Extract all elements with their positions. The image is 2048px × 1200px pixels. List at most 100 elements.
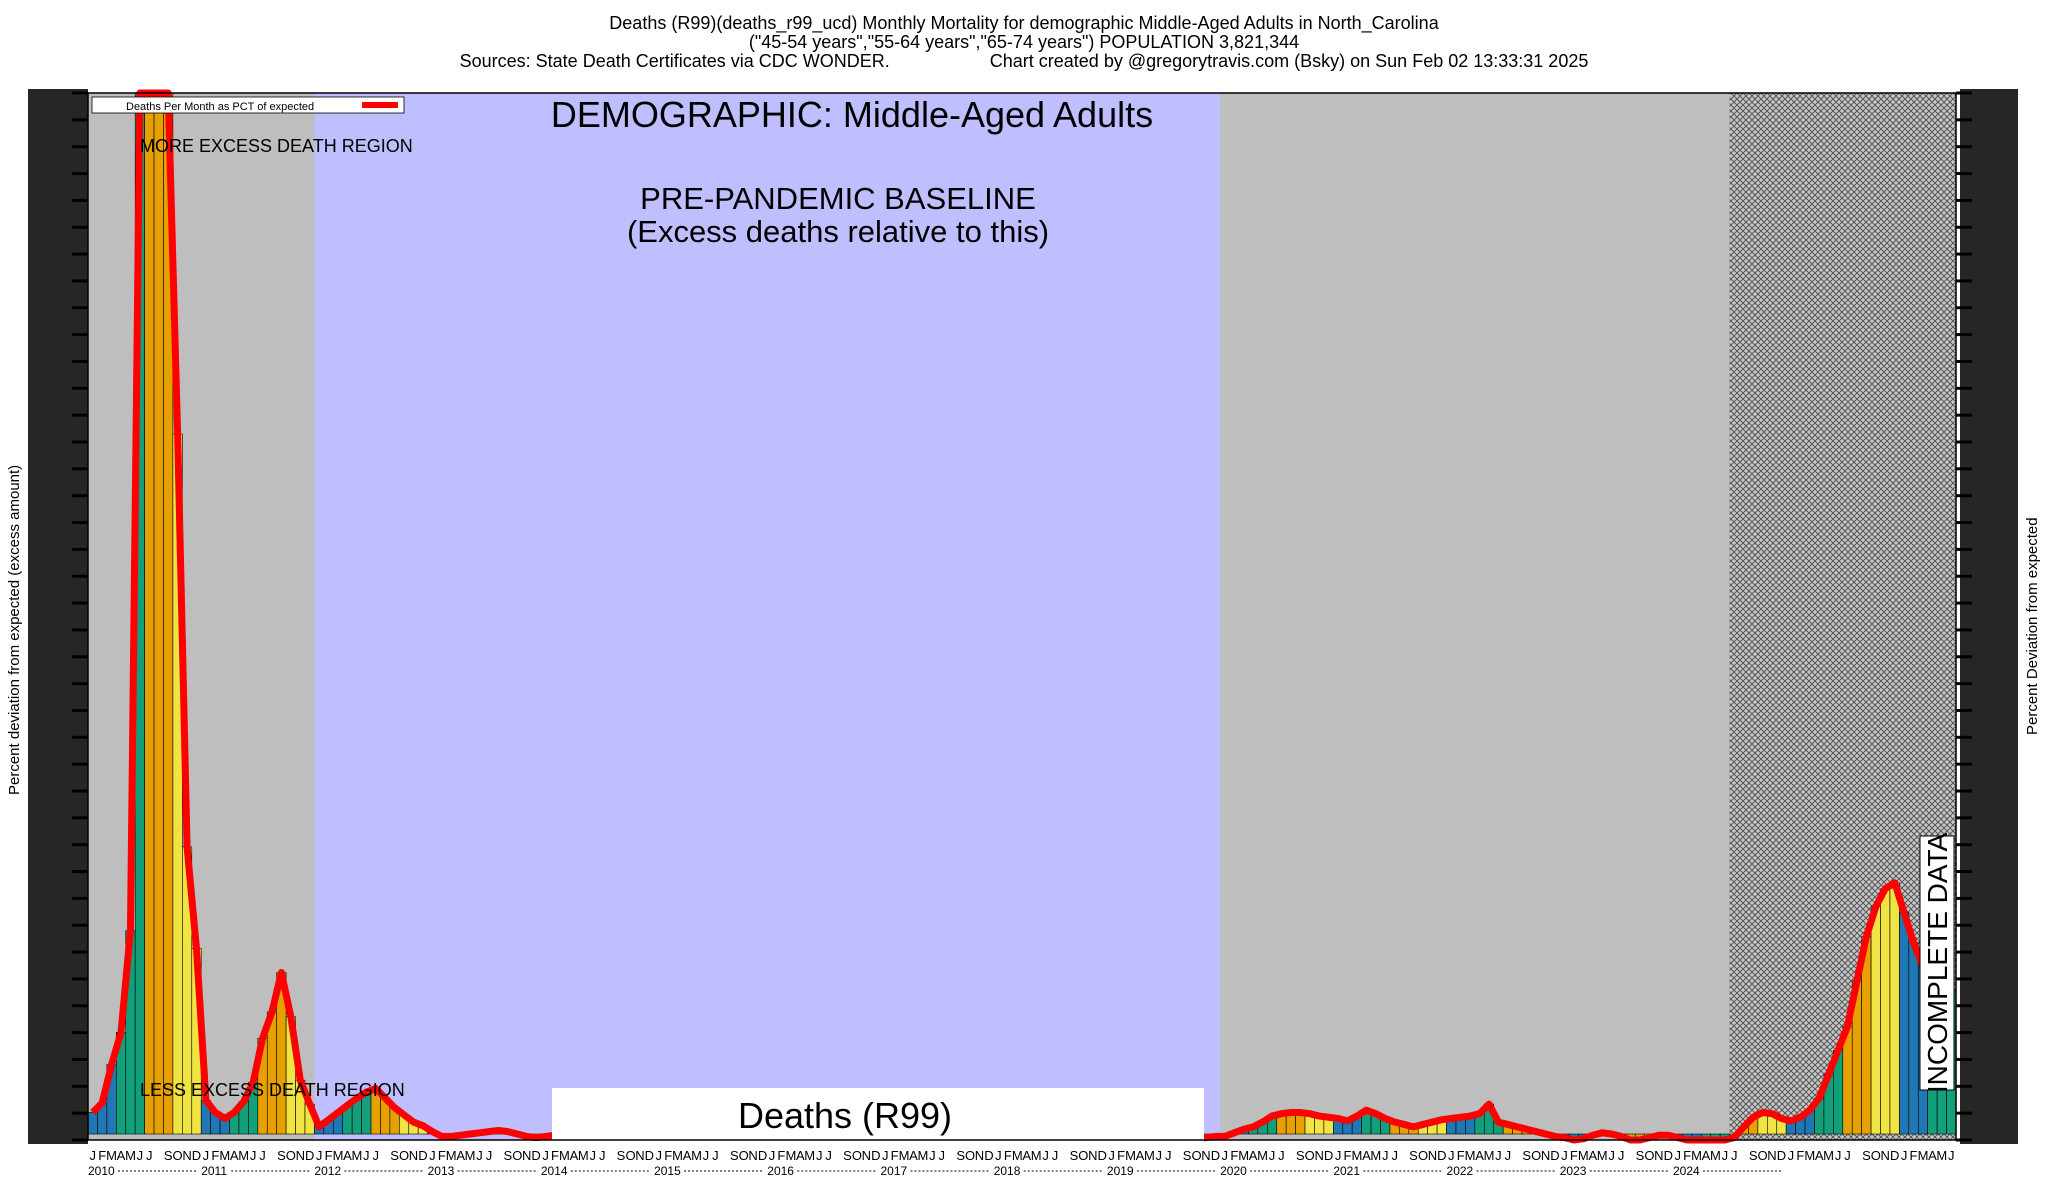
x-tick-label: M	[1936, 1148, 1947, 1163]
legend-box	[91, 96, 405, 114]
chart-subtitle: ("45-54 years","55-64 years","65-74 year…	[748, 32, 1300, 52]
x-tick-label: J	[203, 1148, 210, 1163]
x-tick-label: A	[1588, 1148, 1597, 1163]
bar	[87, 1112, 98, 1135]
x-tick-label: J	[476, 1148, 483, 1163]
x-year-label: 2011	[201, 1164, 227, 1178]
less-excess-annotation: LESS EXCESS DEATH REGION	[140, 1080, 405, 1100]
x-tick-label: J	[1901, 1148, 1908, 1163]
incomplete-label-box	[1919, 835, 1955, 1091]
x-tick-label: J	[656, 1148, 663, 1163]
x-tick-label: O	[399, 1148, 409, 1163]
cause-label: Deaths (R99)	[738, 1095, 952, 1136]
x-tick-label: M	[333, 1148, 344, 1163]
x-tick-label: S	[1183, 1148, 1192, 1163]
x-tick-label: N	[1315, 1148, 1324, 1163]
x-tick-label: J	[1269, 1148, 1276, 1163]
x-tick-label: N	[1541, 1148, 1550, 1163]
bar	[144, 92, 155, 1135]
x-tick-label: N	[1767, 1148, 1776, 1163]
incomplete-annotation: INCOMPLETE DATA	[1922, 833, 1953, 1094]
x-tick-label: A	[1362, 1148, 1371, 1163]
x-tick-label: J	[486, 1148, 493, 1163]
x-tick-label: M	[1823, 1148, 1834, 1163]
x-tick-label: O	[1305, 1148, 1315, 1163]
x-tick-label: S	[1296, 1148, 1305, 1163]
x-tick-label: F	[664, 1148, 672, 1163]
x-tick-label: D	[758, 1148, 767, 1163]
x-tick-label: A	[343, 1148, 352, 1163]
x-tick-label: O	[1758, 1148, 1768, 1163]
x-tick-label: J	[372, 1148, 379, 1163]
x-tick-label: S	[1862, 1148, 1871, 1163]
x-tick-label: M	[804, 1148, 815, 1163]
x-tick-label: J	[1278, 1148, 1285, 1163]
x-tick-label: J	[542, 1148, 549, 1163]
x-tick-label: J	[1618, 1148, 1625, 1163]
x-tick-label: A	[909, 1148, 918, 1163]
x-year-label: 2016	[767, 1164, 794, 1178]
x-tick-label: J	[363, 1148, 370, 1163]
x-tick-label: D	[1437, 1148, 1446, 1163]
x-year-label: 2019	[1107, 1164, 1134, 1178]
x-tick-label: F	[1683, 1148, 1691, 1163]
x-tick-label: A	[796, 1148, 805, 1163]
cause-label-box	[552, 1088, 1204, 1144]
x-year-label: 2014	[541, 1164, 568, 1178]
x-tick-label: M	[125, 1148, 136, 1163]
x-year-label: 2010	[88, 1164, 115, 1178]
bar	[1880, 888, 1891, 1135]
x-tick-label: D	[645, 1148, 654, 1163]
baseline-region	[314, 93, 1221, 1140]
x-tick-label: O	[965, 1148, 975, 1163]
x-tick-label: S	[1070, 1148, 1079, 1163]
x-tick-label: S	[1409, 1148, 1418, 1163]
source-text: Sources: State Death Certificates via CD…	[459, 51, 890, 71]
x-tick-label: F	[891, 1148, 899, 1163]
x-tick-label: N	[975, 1148, 984, 1163]
x-tick-label: S	[390, 1148, 399, 1163]
x-year-label: 2023	[1560, 1164, 1587, 1178]
x-tick-label: J	[769, 1148, 776, 1163]
x-tick-label: J	[712, 1148, 719, 1163]
x-tick-label: O	[173, 1148, 183, 1163]
x-tick-label: F	[1230, 1148, 1238, 1163]
x-tick-label: M	[1257, 1148, 1268, 1163]
bar	[153, 92, 164, 1135]
x-tick-label: M	[1370, 1148, 1381, 1163]
x-tick-label: J	[882, 1148, 889, 1163]
x-tick-label: F	[98, 1148, 106, 1163]
x-tick-label: J	[1042, 1148, 1049, 1163]
x-tick-label: A	[1815, 1148, 1824, 1163]
bar	[1908, 942, 1919, 1135]
x-tick-label: O	[1871, 1148, 1881, 1163]
x-tick-label: D	[192, 1148, 201, 1163]
x-tick-label: A	[230, 1148, 239, 1163]
x-tick-label: J	[1391, 1148, 1398, 1163]
x-tick-label: O	[1078, 1148, 1088, 1163]
x-tick-label: J	[1222, 1148, 1229, 1163]
x-tick-label: D	[1211, 1148, 1220, 1163]
x-tick-label: M	[1125, 1148, 1136, 1163]
x-tick-label: M	[1918, 1148, 1929, 1163]
x-tick-label: F	[1570, 1148, 1578, 1163]
x-tick-label: D	[871, 1148, 880, 1163]
x-tick-label: O	[512, 1148, 522, 1163]
x-tick-label: M	[899, 1148, 910, 1163]
x-tick-label: N	[409, 1148, 418, 1163]
x-tick-label: J	[259, 1148, 266, 1163]
x-tick-label: J	[1382, 1148, 1389, 1163]
x-tick-label: J	[316, 1148, 323, 1163]
x-tick-label: A	[1928, 1148, 1937, 1163]
x-tick-label: N	[1201, 1148, 1210, 1163]
x-tick-label: M	[1012, 1148, 1023, 1163]
x-tick-label: N	[1654, 1148, 1663, 1163]
x-tick-label: M	[672, 1148, 683, 1163]
bar	[1899, 912, 1910, 1135]
x-tick-label: F	[1796, 1148, 1804, 1163]
x-tick-label: J	[1608, 1148, 1615, 1163]
x-tick-label: J	[1495, 1148, 1502, 1163]
x-tick-label: J	[1788, 1148, 1795, 1163]
x-year-label: 2017	[880, 1164, 907, 1178]
x-tick-label: O	[1191, 1148, 1201, 1163]
